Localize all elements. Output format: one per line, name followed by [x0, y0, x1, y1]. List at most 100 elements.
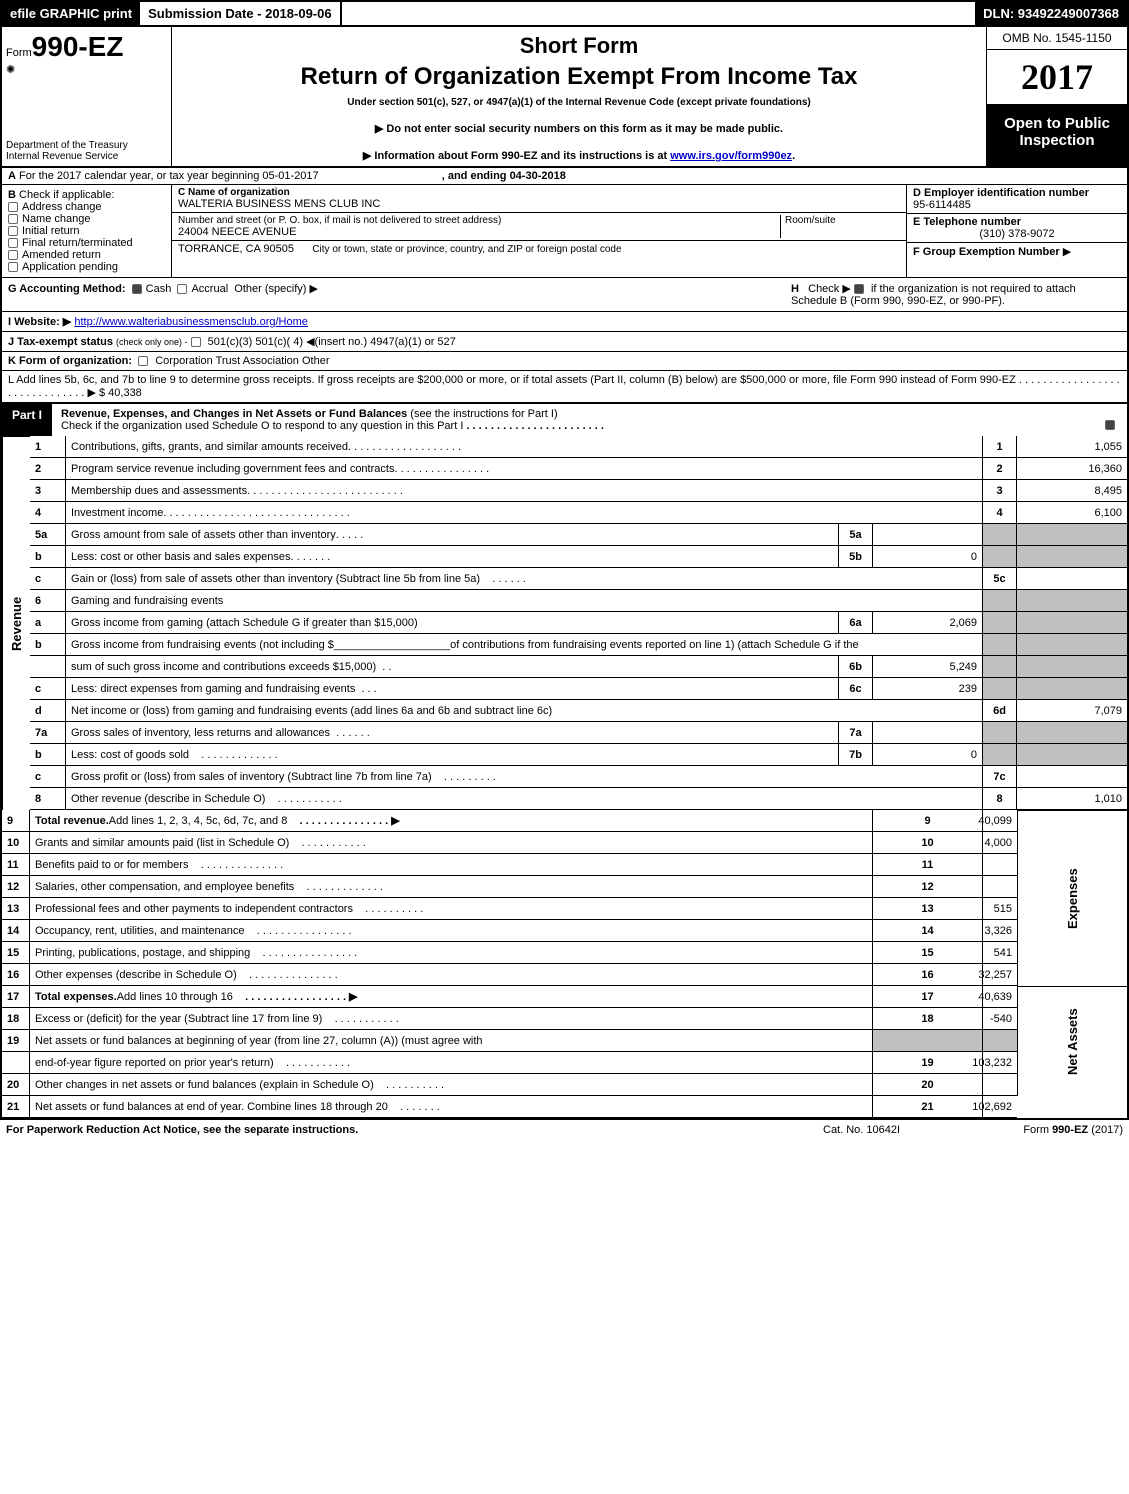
row-a-text2: , and ending 04-30-2018 — [442, 170, 566, 182]
d-10: Grants and similar amounts paid (list in… — [30, 832, 873, 854]
chk-corp[interactable] — [138, 356, 148, 366]
mn-6c-g — [983, 678, 1017, 700]
ln-8: 8 — [30, 788, 66, 810]
irs-link[interactable]: www.irs.gov/form990ez — [670, 150, 792, 162]
sn-6a: 6a — [839, 612, 873, 634]
footer-cat: Cat. No. 10642I — [823, 1124, 973, 1136]
ln-4: 4 — [30, 502, 66, 524]
ein-val: 95-6114485 — [913, 199, 1121, 211]
footer-r-post: (2017) — [1088, 1124, 1123, 1136]
ln-6a: a — [30, 612, 66, 634]
title-return: Return of Organization Exempt From Incom… — [180, 63, 978, 91]
sn-5b: 5b — [839, 546, 873, 568]
sv-7a — [873, 722, 983, 744]
j-opts: 501(c)(3) 501(c)( 4) ◀(insert no.) 4947(… — [208, 336, 456, 348]
chk-final[interactable] — [8, 238, 18, 248]
mn-4: 4 — [983, 502, 1017, 524]
d-8: Other revenue (describe in Schedule O) .… — [66, 788, 983, 810]
mn-7c: 7c — [983, 766, 1017, 788]
d-19b: end-of-year figure reported on prior yea… — [30, 1052, 873, 1074]
footer-left: For Paperwork Reduction Act Notice, see … — [6, 1124, 823, 1136]
mv-10: 4,000 — [983, 832, 1017, 854]
note-ssn: ▶ Do not enter social security numbers o… — [180, 122, 978, 135]
g-accrual: Accrual — [191, 283, 228, 295]
mv-6a-g — [1017, 612, 1127, 634]
top-spacer — [342, 2, 976, 25]
ln-19b — [2, 1052, 30, 1074]
ln-1: 1 — [30, 436, 66, 458]
d-label: D Employer identification number — [913, 187, 1089, 199]
d-5c: Gain or (loss) from sale of assets other… — [66, 568, 983, 590]
top-bar: efile GRAPHIC print Submission Date - 20… — [0, 0, 1129, 27]
chk-h[interactable] — [854, 284, 864, 294]
chk-name-change[interactable] — [8, 214, 18, 224]
part1-desc: Revenue, Expenses, and Changes in Net As… — [53, 404, 1127, 436]
sn-6c: 6c — [839, 678, 873, 700]
f-row: F Group Exemption Number ▶ — [907, 243, 1127, 260]
c-addr-row: Number and street (or P. O. box, if mail… — [172, 213, 906, 241]
col-b: B Check if applicable: Address change Na… — [2, 185, 172, 277]
chk-address-change[interactable] — [8, 202, 18, 212]
chk-cash[interactable] — [132, 284, 142, 294]
mv-5b-g — [1017, 546, 1127, 568]
mv-7c — [1017, 766, 1127, 788]
d-20: Other changes in net assets or fund bala… — [30, 1074, 873, 1096]
l-text: L Add lines 5b, 6c, and 7b to line 9 to … — [8, 374, 1016, 386]
chk-initial[interactable] — [8, 226, 18, 236]
ln-14: 14 — [2, 920, 30, 942]
mn-15: 15 — [873, 942, 983, 964]
tax-year: 2017 — [987, 50, 1127, 105]
mn-6bp-g — [983, 634, 1017, 656]
ln-11: 11 — [2, 854, 30, 876]
mv-3: 8,495 — [1017, 480, 1127, 502]
subtitle: Under section 501(c), 527, or 4947(a)(1)… — [180, 97, 978, 108]
part1-header: Part I Revenue, Expenses, and Changes in… — [0, 404, 1129, 436]
g-cash: Cash — [146, 283, 172, 295]
mn-10: 10 — [873, 832, 983, 854]
ln-7c: c — [30, 766, 66, 788]
mn-9: 9 — [873, 810, 983, 832]
chk-accrual[interactable] — [177, 284, 187, 294]
d-16: Other expenses (describe in Schedule O) … — [30, 964, 873, 986]
j-label: J Tax-exempt status — [8, 336, 113, 348]
mn-5b-g — [983, 546, 1017, 568]
d-19: Net assets or fund balances at beginning… — [30, 1030, 873, 1052]
h-text1: Check ▶ — [808, 283, 851, 295]
mv-5a-g — [1017, 524, 1127, 546]
mn-5a-g — [983, 524, 1017, 546]
open-to-public: Open to Public Inspection — [987, 105, 1127, 166]
mv-6b-g — [1017, 656, 1127, 678]
mn-6-g — [983, 590, 1017, 612]
chk-schedule-o[interactable] — [1105, 420, 1115, 430]
mv-11 — [983, 854, 1017, 876]
website-link[interactable]: http://www.walteriabusinessmensclub.org/… — [74, 316, 308, 328]
d-4: Investment income . . . . . . . . . . . … — [66, 502, 983, 524]
mn-13: 13 — [873, 898, 983, 920]
mv-6bp-g — [1017, 634, 1127, 656]
k-opts: Corporation Trust Association Other — [155, 355, 329, 367]
ln-7a: 7a — [30, 722, 66, 744]
opt-address: Address change — [22, 201, 102, 213]
mn-11: 11 — [873, 854, 983, 876]
mv-6c-g — [1017, 678, 1127, 700]
mn-1: 1 — [983, 436, 1017, 458]
mn-18: 18 — [873, 1008, 983, 1030]
opt-pending: Application pending — [22, 261, 118, 273]
chk-501c3[interactable] — [191, 337, 201, 347]
row-l: L Add lines 5b, 6c, and 7b to line 9 to … — [0, 371, 1129, 404]
d-7c: Gross profit or (loss) from sales of inv… — [66, 766, 983, 788]
mv-16: 32,257 — [983, 964, 1017, 986]
d-2: Program service revenue including govern… — [66, 458, 983, 480]
addr-val: 24004 NEECE AVENUE — [178, 226, 780, 238]
mv-1: 1,055 — [1017, 436, 1127, 458]
part1-sub: (see the instructions for Part I) — [410, 408, 557, 420]
opt-amended: Amended return — [22, 249, 101, 261]
mv-5c — [1017, 568, 1127, 590]
mv-9: 40,099 — [983, 810, 1017, 832]
mv-8: 1,010 — [1017, 788, 1127, 810]
chk-amended[interactable] — [8, 250, 18, 260]
ln-16: 16 — [2, 964, 30, 986]
mn-16: 16 — [873, 964, 983, 986]
d-6d: Net income or (loss) from gaming and fun… — [66, 700, 983, 722]
chk-pending[interactable] — [8, 262, 18, 272]
